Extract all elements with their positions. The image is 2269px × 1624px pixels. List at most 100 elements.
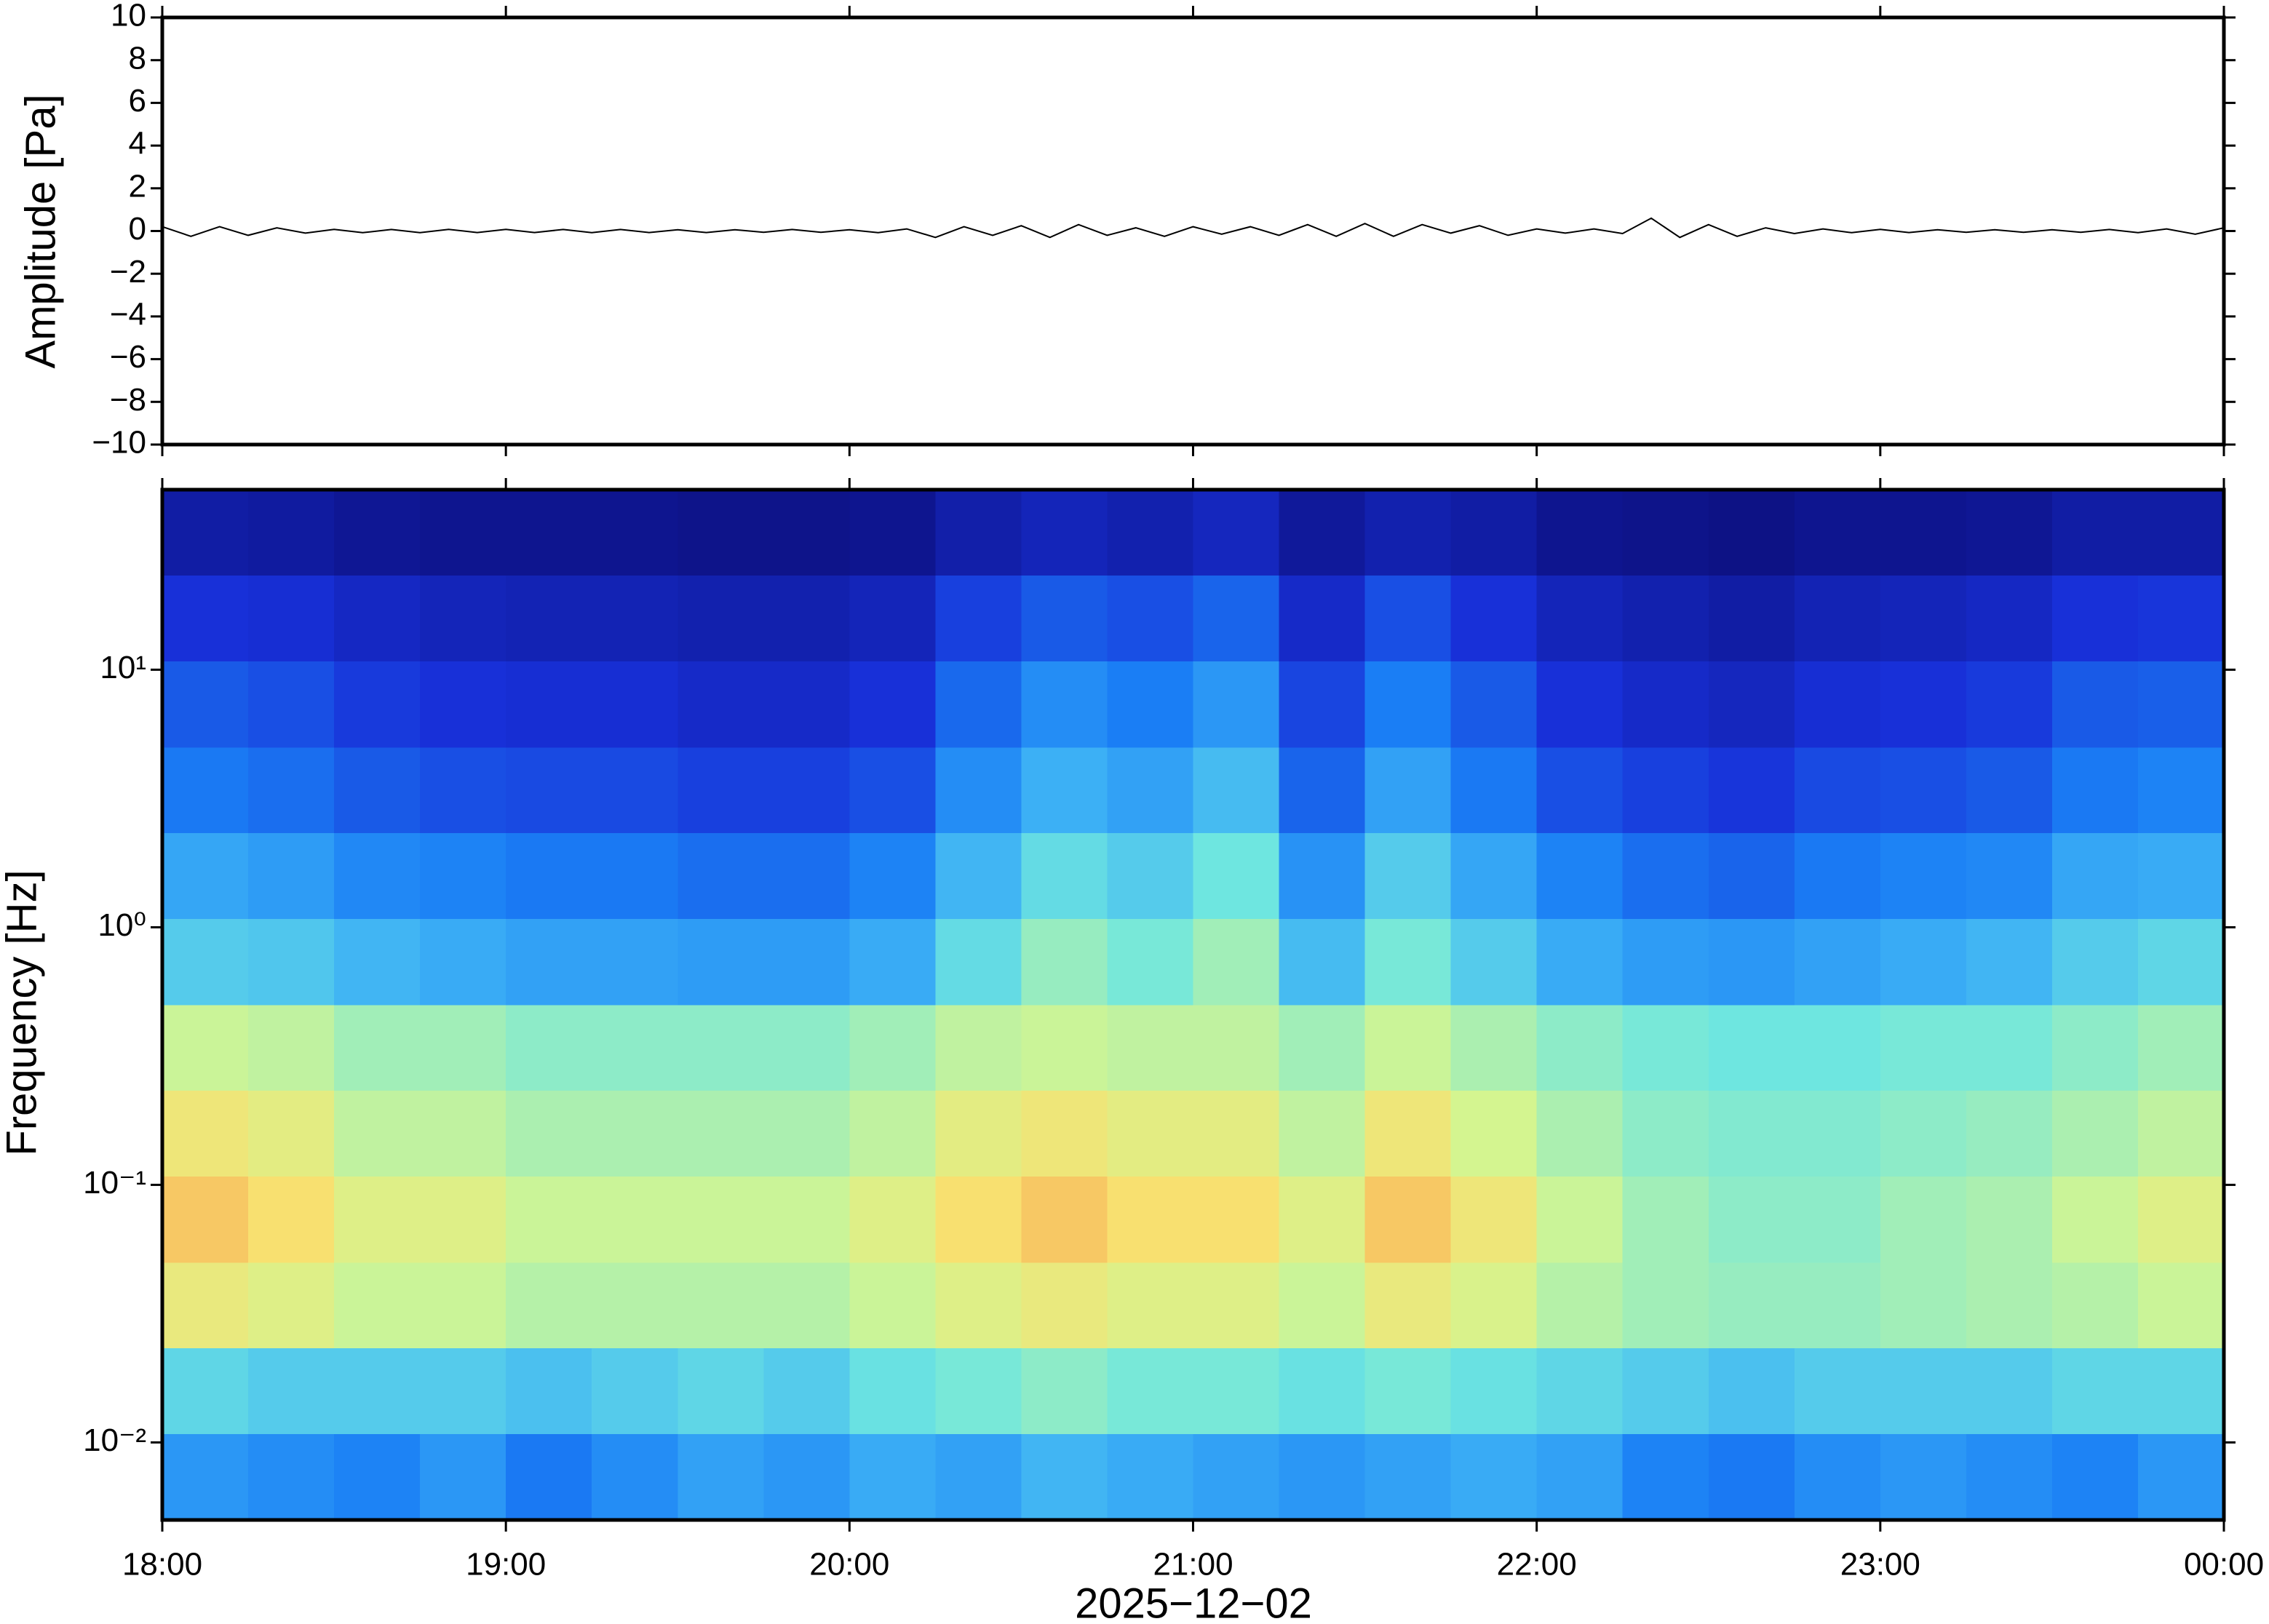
spectrogram-cell [2137,1348,2224,1435]
spectrogram-cell [763,1262,850,1348]
spectrogram-cell [1021,918,1108,1006]
spectrogram-cell [420,747,506,833]
spectrogram-cell [162,1176,249,1263]
spectrogram-cell [763,1348,850,1435]
spectrogram-cell [677,1005,764,1091]
spectrogram-cell [334,1433,421,1520]
spectrogram-cell [506,832,592,920]
spectrogram-cell [1966,1262,2053,1348]
spectrogram-cell [1450,1433,1538,1520]
spectrogram-cell [2137,1262,2224,1348]
y-tick-label: −4 [110,297,146,333]
spectrogram-cell [849,1348,936,1435]
spectrogram-cell [592,575,678,662]
spectrogram-cell [1880,832,1967,920]
spectrogram-cell [1107,747,1194,833]
spectrogram-cell [592,832,678,920]
spectrogram-cell [1450,490,1538,576]
spectrogram-cell [935,1176,1022,1263]
spectrogram-cell [592,747,678,833]
spectrogram-cell [1708,490,1795,576]
spectrogram-cell [763,918,850,1006]
spectrogram-cell [420,1433,506,1520]
spectrogram-cell [1107,490,1194,576]
spectrogram-cell [1794,1433,1881,1520]
y-tick-label: 10⁻¹ [83,1165,146,1201]
spectrogram-cell [420,1005,506,1091]
spectrogram-cell [1536,661,1624,748]
spectrogram-cell [1279,918,1366,1006]
x-tick-label: 18:00 [122,1547,202,1583]
spectrogram-cell [763,832,850,920]
spectrogram-cell [2051,1090,2139,1177]
spectrogram-cell [849,1176,936,1263]
spectrogram-cell [677,1262,764,1348]
spectrogram-cell [162,1433,249,1520]
spectrogram-cell [162,1090,249,1177]
spectrogram-cell [1880,1433,1967,1520]
spectrogram-cell [1966,1348,2053,1435]
spectrogram-cell [334,1090,421,1177]
spectrogram-cell [334,1005,421,1091]
spectrogram-cell [1364,575,1452,662]
spectrogram-cell [1880,1005,1967,1091]
spectrogram-cell [1708,832,1795,920]
spectrogram-cell [1622,1433,1709,1520]
x-axis-title: 2025−12−02 [1075,1580,1312,1624]
spectrogram-cell [506,1090,592,1177]
spectrogram-cell [1622,1090,1709,1177]
spectrogram-cell [1193,1005,1280,1091]
spectrogram-cell [1880,1176,1967,1263]
spectrogram-cell [1021,832,1108,920]
spectrogram-cell [935,661,1022,748]
spectrogram-cell [248,1090,335,1177]
spectrogram-cell [1880,747,1967,833]
spectrogram-cell [334,1262,421,1348]
spectrogram-cell [1107,1176,1194,1263]
spectrogram-cell [506,1262,592,1348]
spectrogram-cell [1279,1090,1366,1177]
spectrogram-cell [1364,1005,1452,1091]
spectrogram-cell [677,918,764,1006]
spectrogram-cell [2051,1348,2139,1435]
spectrogram-cell [1536,575,1624,662]
waveform [162,217,2224,239]
spectrogram-cell [1966,1433,2053,1520]
y-tick-label: 4 [129,126,146,162]
spectrogram-cell [2137,575,2224,662]
spectrogram-cell [1622,1262,1709,1348]
spectrogram-cell [1193,1348,1280,1435]
spectrogram-cell [1794,1176,1881,1263]
spectrogram-cell [162,1262,249,1348]
spectrogram-cell [1966,1176,2053,1263]
spectrogram-cell [1107,1005,1194,1091]
spectrogram-cell [935,1005,1022,1091]
spectrogram-cell [677,575,764,662]
spectrogram-cell [1622,1005,1709,1091]
spectrogram-cell [1364,1348,1452,1435]
spectrogram-cell [1193,918,1280,1006]
spectrogram-cell [1021,575,1108,662]
spectrogram-cell [849,1433,936,1520]
spectrogram-cell [1193,1262,1280,1348]
spectrogram-cell [1193,747,1280,833]
spectrogram-cell [248,661,335,748]
spectrogram-cell [2051,1005,2139,1091]
spectrogram-cell [1622,1176,1709,1263]
spectrogram-cell [1364,661,1452,748]
spectrogram-cell [849,575,936,662]
spectrogram-cell [935,1262,1022,1348]
spectrogram-cell [334,1348,421,1435]
spectrogram-cell [1364,1176,1452,1263]
spectrogram-cell [1450,918,1538,1006]
spectrogram-cell [2137,490,2224,576]
spectrogram-cell [1536,1176,1624,1263]
spectrogram-cell [1450,747,1538,833]
spectrogram-cell [1794,1262,1881,1348]
x-tick-label: 19:00 [466,1547,546,1583]
spectrogram-cell [162,918,249,1006]
spectrogram-cell [1966,575,2053,662]
spectrogram-cell [1364,1090,1452,1177]
spectrogram-cell [1364,1433,1452,1520]
